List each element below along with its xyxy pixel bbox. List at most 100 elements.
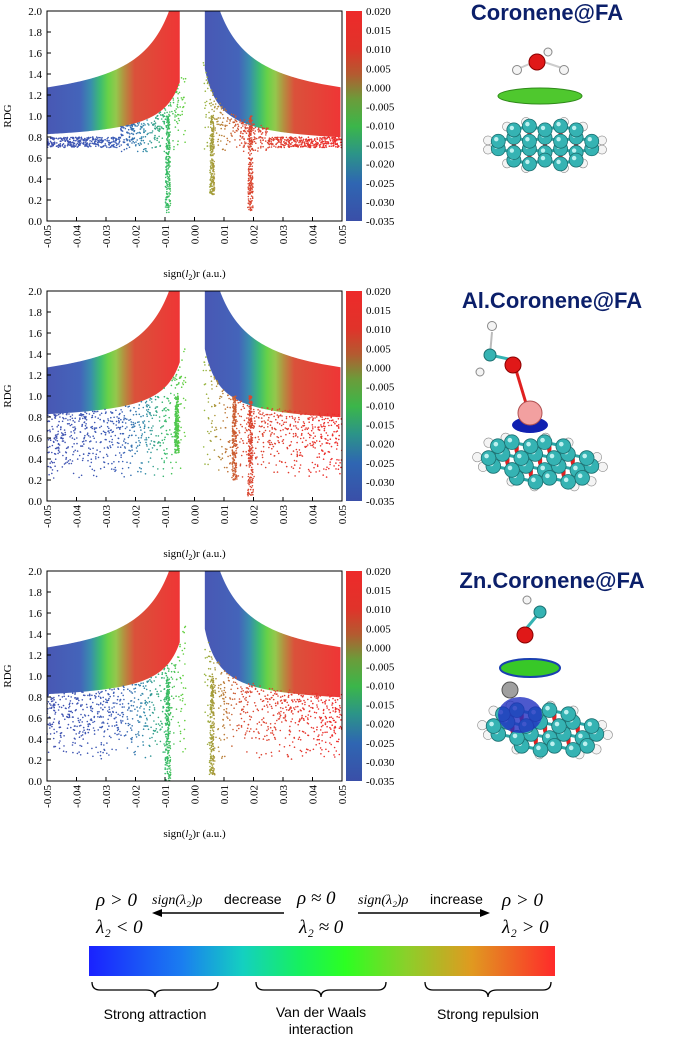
scatter-point [269, 139, 271, 142]
scatter-point [92, 701, 94, 704]
scatter-point [236, 420, 238, 423]
scatter-point [147, 426, 150, 429]
scatter-spike-point [166, 205, 168, 207]
scatter-point [242, 708, 244, 711]
scatter-point [337, 145, 340, 147]
scatter-point [136, 445, 139, 447]
scatter-point [213, 722, 215, 725]
scatter-spike-point [167, 133, 170, 135]
scatter-point [261, 128, 264, 130]
scatter-point [326, 731, 328, 733]
scatter-point [153, 414, 155, 417]
scatter-spike-point [211, 134, 214, 136]
scatter-point [316, 704, 318, 706]
scatter-spike-point [211, 192, 213, 194]
scatter-point [158, 416, 161, 418]
scatter-point [282, 717, 285, 719]
scatter-point [312, 417, 315, 420]
scatter-point [183, 737, 185, 740]
scatter-point [262, 461, 265, 463]
scatter-point [245, 699, 247, 702]
scatter-point [239, 135, 242, 138]
scatter-point [330, 728, 332, 730]
scatter-spike-point [213, 153, 215, 155]
scatter-point [55, 145, 58, 147]
scatter-point [142, 422, 145, 424]
scatter-spike-point [234, 454, 237, 457]
scatter-point [208, 364, 210, 366]
scatter-point [254, 137, 256, 139]
scatter-point [321, 701, 324, 704]
scatter-point [246, 751, 248, 753]
scatter-point [113, 145, 115, 148]
scatter-point [292, 435, 295, 438]
scatter-point [265, 132, 267, 134]
scatter-point [174, 119, 176, 121]
scatter-point [158, 112, 161, 114]
scatter-point [240, 686, 242, 688]
scatter-point [207, 87, 209, 90]
scatter-point [109, 420, 112, 422]
scatter-point [266, 407, 269, 409]
scatter-point [80, 139, 82, 141]
scatter-spike-point [169, 165, 171, 167]
scatter-point [322, 144, 325, 147]
scatter-point [218, 134, 221, 136]
x-tick-label: -0.05 [42, 225, 54, 248]
scatter-point [153, 707, 156, 709]
scatter-point [202, 369, 205, 372]
colorbar-tick-label: 0.000 [366, 82, 391, 94]
scatter-point [89, 465, 91, 468]
scatter-point [220, 396, 223, 398]
scatter-point [320, 753, 322, 755]
scatter-point [65, 698, 67, 700]
scatter-point [259, 139, 262, 141]
scatter-point [78, 476, 80, 479]
scatter-point [234, 681, 237, 684]
scatter-point [328, 467, 330, 470]
scatter-point [144, 424, 146, 426]
scatter-point [289, 409, 291, 412]
scatter-point [285, 421, 287, 424]
scatter-point [223, 689, 225, 692]
scatter-spike-point [246, 493, 249, 496]
scatter-point [114, 470, 116, 473]
scatter-spike-point [175, 423, 178, 425]
scatter-point [135, 447, 138, 449]
scatter-point [184, 381, 187, 384]
scatter-point [236, 687, 239, 690]
scatter-point [135, 132, 138, 135]
scatter-point [130, 423, 133, 426]
scatter-point [261, 433, 264, 436]
scatter-spike-point [213, 175, 215, 177]
scatter-point [294, 421, 297, 423]
scatter-point [244, 691, 247, 693]
scatter-point [169, 429, 171, 431]
scatter-point [298, 418, 300, 421]
scatter-point [120, 719, 122, 722]
scatter-point [171, 110, 173, 113]
scatter-point [159, 144, 162, 147]
scatter-point [96, 410, 99, 413]
scatter-point [278, 743, 281, 746]
scatter-point [155, 728, 158, 730]
scatter-spike-point [249, 452, 252, 455]
colorbar-tick-label: -0.005 [366, 101, 395, 113]
scatter-point [80, 691, 83, 693]
scatter-point [223, 708, 225, 711]
colorbar-tick-label: 0.005 [366, 63, 391, 75]
scatter-point [288, 733, 291, 736]
scatter-band-negative [47, 11, 180, 135]
scatter-point [240, 142, 243, 144]
scatter-point [144, 702, 146, 705]
scatter-spike-point [248, 172, 250, 175]
scatter-point [274, 738, 277, 740]
scatter-point [304, 732, 307, 734]
scatter-point [87, 435, 90, 437]
scatter-point [82, 417, 84, 420]
scatter-point [286, 428, 289, 431]
scatter-point [58, 694, 60, 697]
scatter-spike-point [251, 171, 254, 173]
scatter-point [86, 706, 88, 709]
scatter-point [53, 137, 56, 140]
